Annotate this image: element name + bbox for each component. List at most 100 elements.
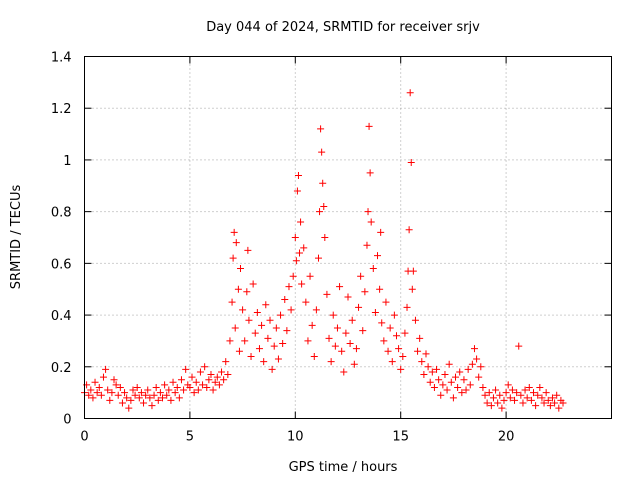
data-point: [487, 402, 495, 410]
data-point: [298, 280, 306, 288]
data-point: [348, 316, 356, 324]
data-point: [129, 386, 137, 394]
data-point: [473, 355, 481, 363]
data-point: [546, 402, 554, 410]
data-point: [320, 202, 328, 210]
data-point: [336, 283, 344, 291]
data-point: [220, 376, 228, 384]
data-point: [485, 389, 493, 397]
data-point: [167, 396, 175, 404]
data-point: [114, 391, 122, 399]
data-point: [424, 363, 432, 371]
data-point: [236, 265, 244, 273]
data-point: [555, 404, 563, 412]
data-point: [511, 396, 519, 404]
data-point: [104, 386, 112, 394]
data-point: [262, 301, 270, 309]
data-point: [150, 391, 158, 399]
x-tick-label: 5: [186, 430, 194, 445]
data-point: [230, 228, 238, 236]
data-point: [386, 324, 394, 332]
data-point: [374, 252, 382, 260]
data-point: [205, 376, 213, 384]
data-point: [180, 386, 188, 394]
data-point: [260, 358, 268, 366]
data-point: [538, 394, 546, 402]
data-point: [211, 378, 219, 386]
data-point: [361, 288, 369, 296]
data-point: [331, 342, 339, 350]
data-point: [207, 371, 215, 379]
data-point: [190, 389, 198, 397]
data-point: [196, 368, 204, 376]
data-point: [209, 386, 217, 394]
data-point: [559, 399, 567, 407]
data-point: [496, 391, 504, 399]
data-point: [314, 254, 322, 262]
data-point: [110, 376, 118, 384]
data-point: [498, 404, 506, 412]
data-point: [346, 340, 354, 348]
data-point: [222, 358, 230, 366]
data-point: [316, 208, 324, 216]
data-point: [435, 376, 443, 384]
data-point: [344, 293, 352, 301]
data-point: [319, 179, 327, 187]
data-point: [426, 378, 434, 386]
data-point: [135, 394, 143, 402]
data-point: [140, 399, 148, 407]
data-point: [243, 288, 251, 296]
data-point: [258, 321, 266, 329]
data-point: [403, 303, 411, 311]
data-point: [468, 360, 476, 368]
data-point: [380, 337, 388, 345]
data-point: [544, 396, 552, 404]
data-point: [407, 159, 415, 167]
data-point: [255, 345, 263, 353]
data-point: [99, 373, 107, 381]
data-point: [118, 399, 126, 407]
data-point: [285, 283, 293, 291]
data-point: [270, 342, 278, 350]
data-point: [235, 347, 243, 355]
data-point: [318, 148, 326, 156]
data-point: [156, 389, 164, 397]
data-point: [241, 337, 249, 345]
data-point: [125, 404, 133, 412]
data-point: [116, 383, 124, 391]
data-point: [294, 171, 302, 179]
data-point: [470, 345, 478, 353]
chart-title: Day 044 of 2024, SRMTID for receiver srj…: [206, 20, 480, 35]
data-point: [519, 399, 527, 407]
y-tick-label: 0.6: [51, 257, 72, 272]
data-point: [304, 337, 312, 345]
data-point: [329, 311, 337, 319]
data-point: [460, 376, 468, 384]
data-point: [201, 363, 209, 371]
data-point: [357, 272, 365, 280]
data-point: [293, 187, 301, 195]
data-point: [289, 272, 297, 280]
data-point: [229, 254, 237, 262]
data-point: [406, 89, 414, 97]
data-point: [416, 334, 424, 342]
data-point: [418, 358, 426, 366]
data-point: [534, 391, 542, 399]
data-point: [277, 311, 285, 319]
data-point: [447, 378, 455, 386]
data-point: [456, 368, 464, 376]
data-point: [494, 399, 502, 407]
data-point: [102, 365, 110, 373]
data-point: [408, 285, 416, 293]
data-point: [163, 391, 171, 399]
data-point: [352, 345, 360, 353]
data-point: [521, 386, 529, 394]
data-point: [127, 396, 135, 404]
data-point: [439, 381, 447, 389]
data-point: [108, 389, 116, 397]
data-point: [483, 399, 491, 407]
data-point: [525, 383, 533, 391]
data-point: [342, 329, 350, 337]
data-point: [553, 391, 561, 399]
data-point: [312, 306, 320, 314]
